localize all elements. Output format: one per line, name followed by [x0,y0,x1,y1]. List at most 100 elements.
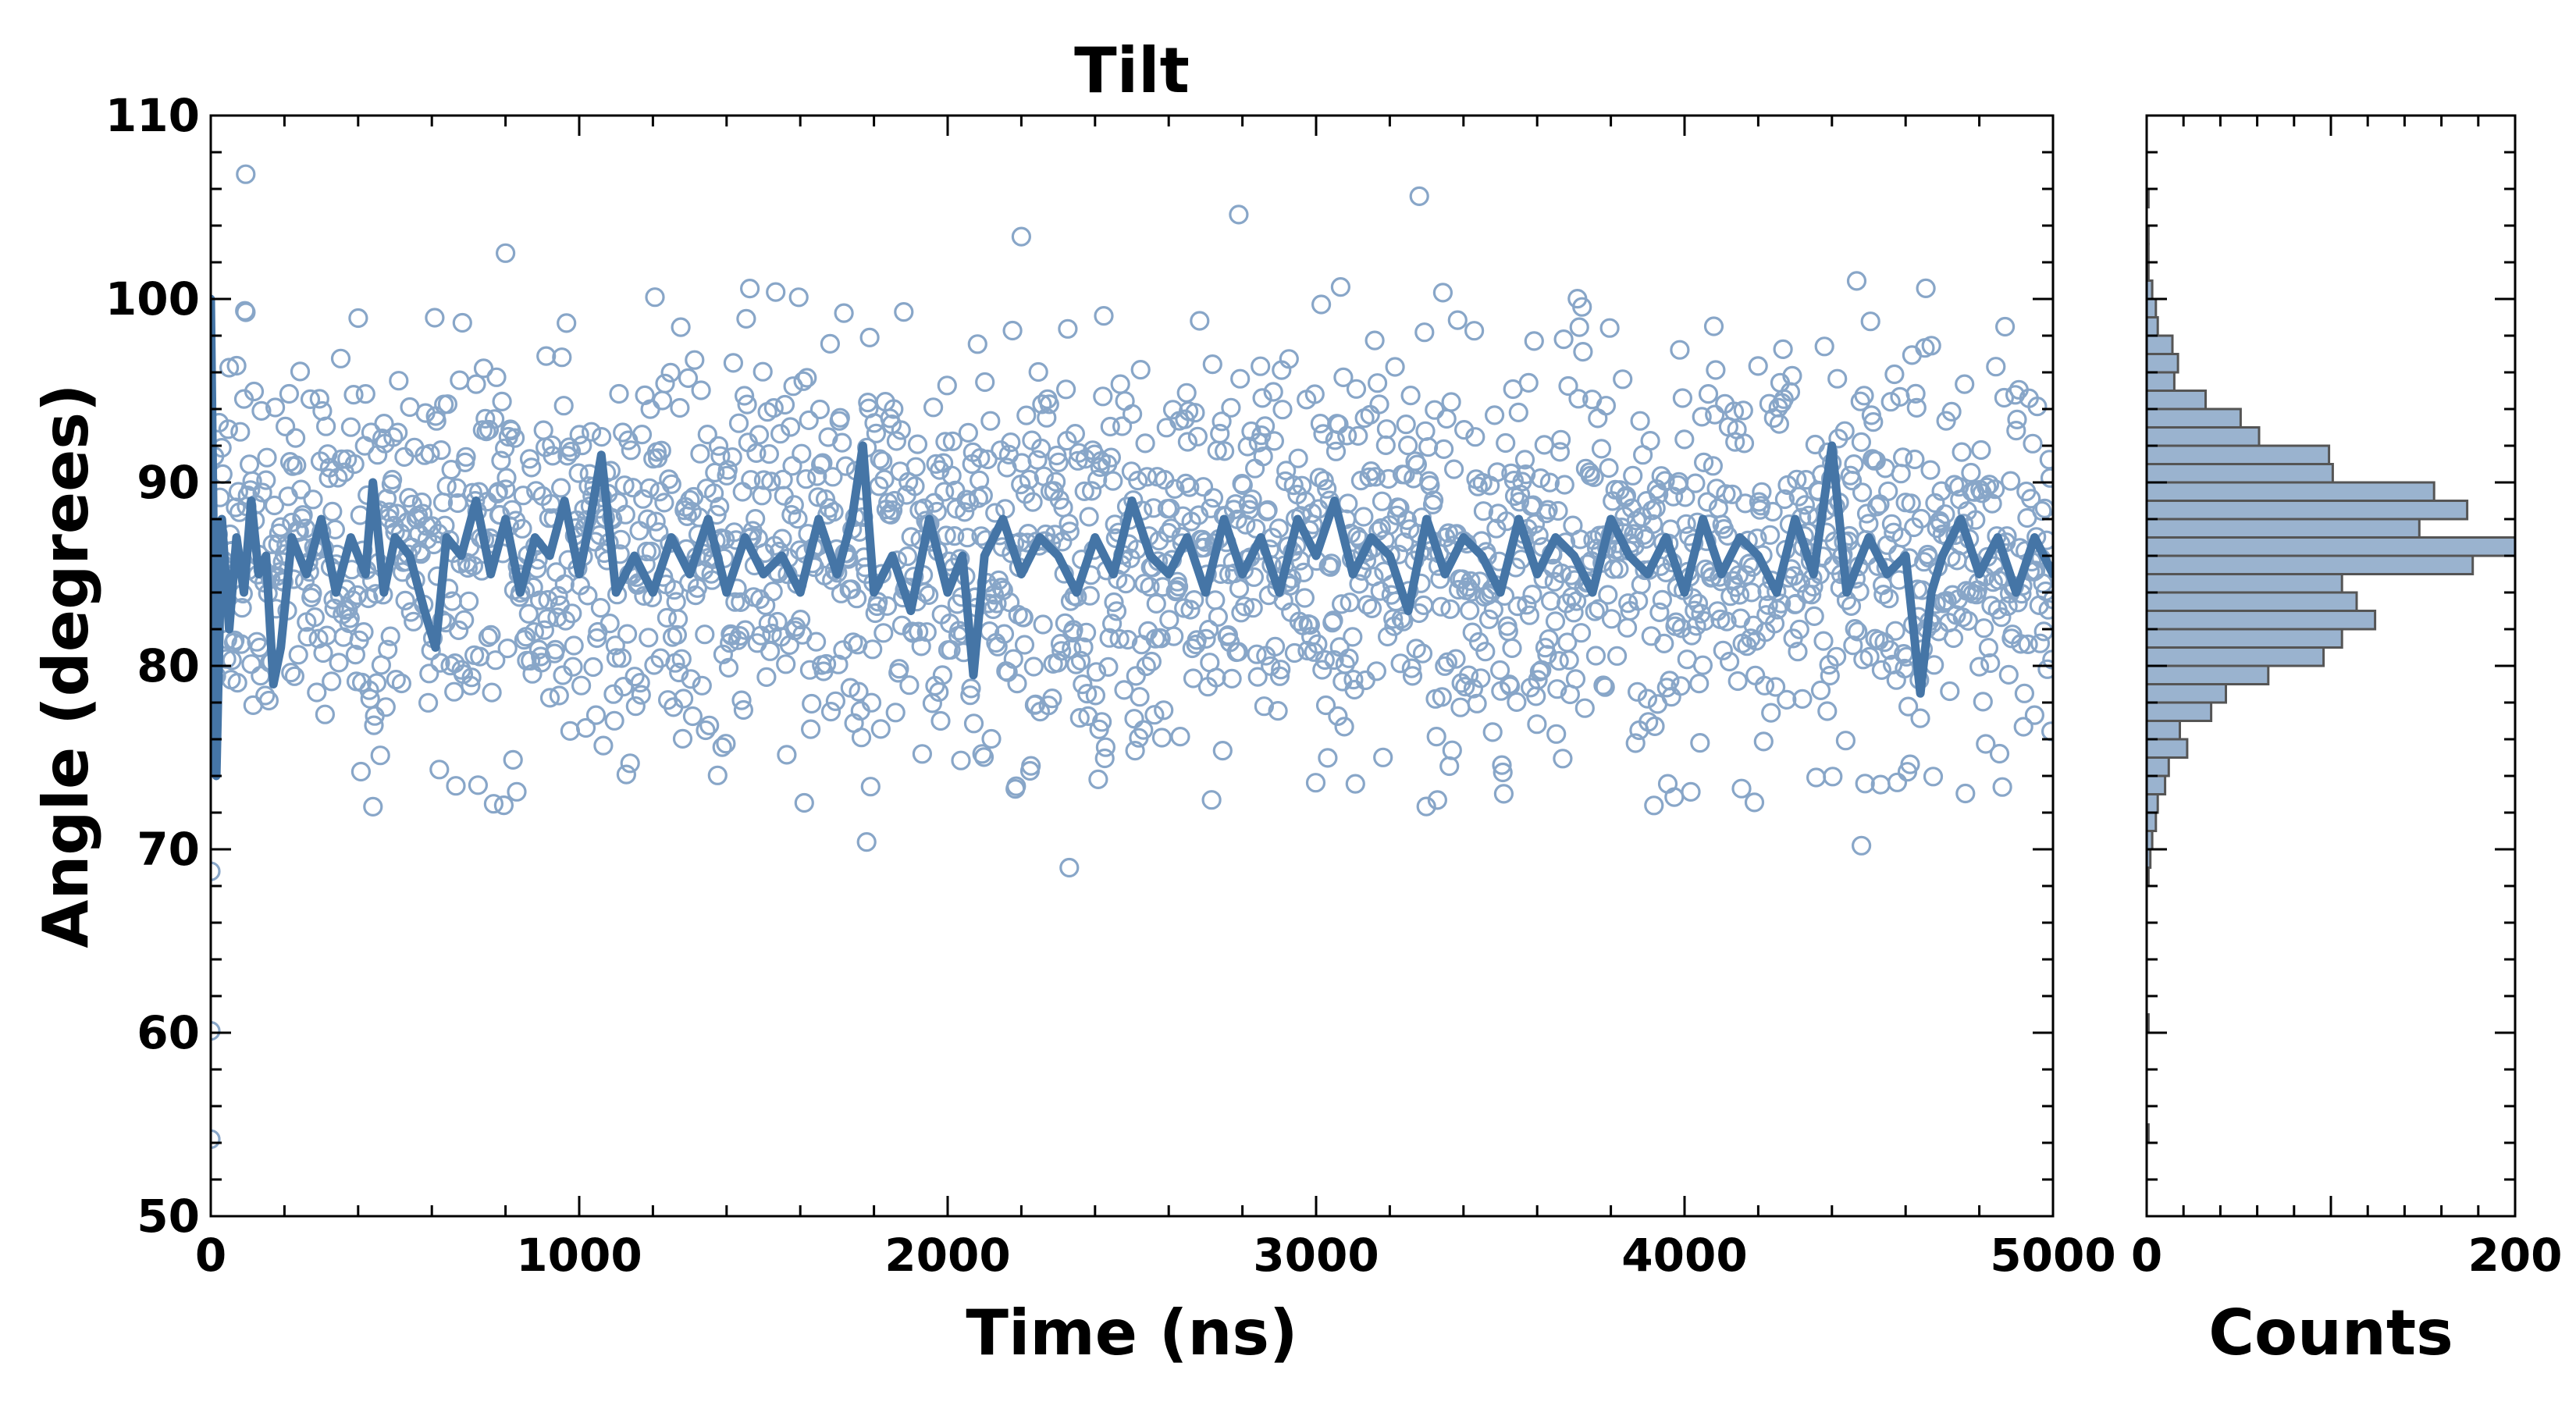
histogram-bar [2147,591,2358,612]
scatter-point [1530,468,1551,489]
scatter-point [1397,510,1418,531]
scatter-point [1697,492,1717,512]
scatter-point [1514,450,1535,470]
scatter-point [941,465,962,486]
scatter-point [1603,559,1624,579]
scatter-point [832,432,852,453]
scatter-point [1214,441,1235,461]
scatter-point [736,308,756,329]
scatter-point [1212,411,1232,432]
scatter-point [1549,650,1569,671]
scatter-point [1023,492,1043,512]
scatter-point [1771,593,1791,614]
scatter-point [756,667,777,688]
scatter-point [1300,614,1321,635]
scatter-point [1734,433,1755,454]
scatter-point [1177,432,1198,452]
scatter-point [909,621,929,642]
scatter-point [793,371,813,391]
scatter-point [1058,318,1078,339]
scatter-point [1925,493,1945,514]
scatter-point [980,411,1001,431]
scatter-point [302,583,322,603]
scatter-point [1251,356,1271,376]
scatter-point [1493,784,1514,804]
scatter-point [1409,186,1429,206]
scatter-point [1077,683,1098,704]
scatter-point [912,744,933,764]
scatter-point [1570,529,1591,550]
scatter-point [1051,641,1072,661]
scatter-point [1312,660,1332,680]
scatter-point [382,469,403,490]
scatter-point [1130,687,1150,707]
scatter-point [809,399,831,420]
scatter-point [1323,610,1343,631]
scatter-point [810,454,831,475]
scatter-point [1126,666,1146,686]
scatter-point [816,653,837,674]
scatter-point [1364,330,1385,350]
scatter-point [1814,336,1834,357]
scatter-point [1101,614,1123,634]
scatter-point [1893,447,1913,468]
scatter-point [1229,205,1249,225]
scatter-point [386,669,406,690]
scatter-point [1289,611,1309,632]
scatter-point [454,610,475,630]
scatter-point [780,417,801,437]
scatter-point [1122,404,1143,425]
scatter-point [1784,566,1804,586]
scatter-point [696,720,716,741]
scatter-point [1766,677,1786,697]
histogram-bar [2147,500,2469,521]
scatter-point [772,528,792,549]
scatter-point [1886,670,1906,690]
scatter-point [484,409,505,429]
scatter-point [466,374,486,394]
scatter-point [2005,385,2026,405]
scatter-point [1252,388,1272,408]
scatter-point [468,775,489,795]
scatter-point [1706,360,1726,380]
scatter-point [1393,611,1414,632]
scatter-point [496,479,516,500]
scatter-point [1484,405,1505,425]
scatter-point [1760,525,1781,545]
scatter-point [995,499,1016,519]
scatter-point [572,435,592,456]
scatter-point [1076,622,1097,642]
scatter-point [894,302,914,322]
scatter-point [1272,400,1293,420]
scatter-point [739,279,760,299]
scatter-point [1087,469,1108,490]
scatter-point [1037,407,1057,428]
scatter-point [799,410,819,431]
scatter-point [899,675,920,696]
scatter-point [1101,447,1122,468]
scatter-point [332,449,352,469]
scatter-point [1733,400,1753,421]
scatter-point [1644,795,1664,816]
scatter-point [1471,668,1491,688]
scatter-point [361,422,381,443]
scatter-point [534,620,555,640]
y-tick-label: 80 [137,639,200,692]
scatter-point [322,501,343,522]
scatter-point [763,581,783,602]
scatter-point [388,422,408,443]
scatter-point [1311,294,1332,315]
scatter-point [1065,423,1086,444]
scatter-point [695,624,715,645]
scatter-point [776,654,796,674]
y-tick-label: 70 [137,823,200,876]
scatter-point [1125,740,1145,761]
histogram-bar [2147,371,2176,392]
scatter-point [777,745,797,765]
scatter-point [806,632,827,652]
scatter-point [790,609,811,630]
scatter-point [1446,649,1466,669]
scatter-point [886,431,907,451]
scatter-point [1573,342,1593,362]
scatter-point [397,512,418,532]
